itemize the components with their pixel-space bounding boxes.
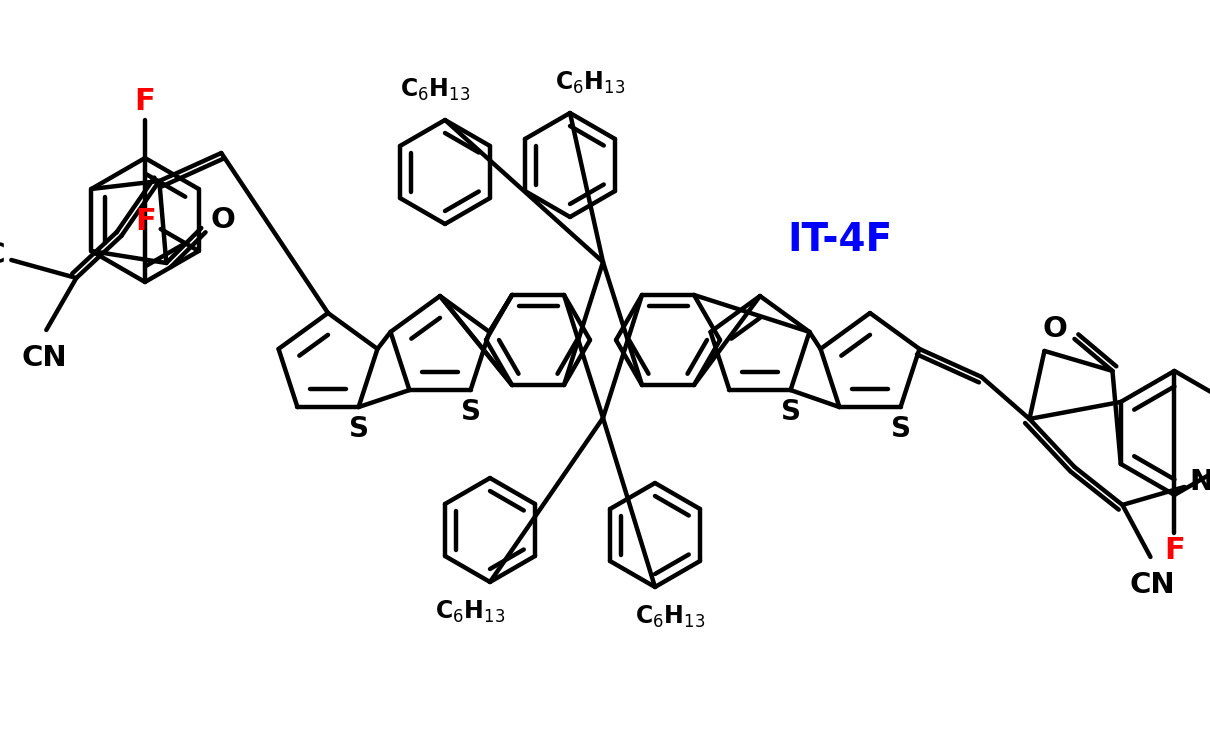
Text: F: F (134, 88, 155, 116)
Text: CN: CN (22, 344, 67, 372)
Text: S: S (348, 415, 369, 443)
Text: S: S (891, 415, 911, 443)
Text: IT-4F: IT-4F (788, 221, 893, 259)
Text: F: F (1164, 537, 1185, 565)
Text: C$_6$H$_{13}$: C$_6$H$_{13}$ (554, 70, 626, 96)
Text: O: O (1042, 315, 1067, 343)
Text: C$_6$H$_{13}$: C$_6$H$_{13}$ (399, 77, 471, 103)
Text: C$_6$H$_{13}$: C$_6$H$_{13}$ (434, 599, 506, 625)
Text: S: S (780, 398, 801, 426)
Text: S: S (461, 398, 480, 426)
Text: NC: NC (1189, 468, 1210, 496)
Text: CN: CN (1130, 571, 1175, 599)
Text: O: O (211, 206, 236, 234)
Text: F: F (136, 206, 156, 236)
Text: NC: NC (0, 241, 6, 269)
Text: C$_6$H$_{13}$: C$_6$H$_{13}$ (635, 604, 705, 630)
